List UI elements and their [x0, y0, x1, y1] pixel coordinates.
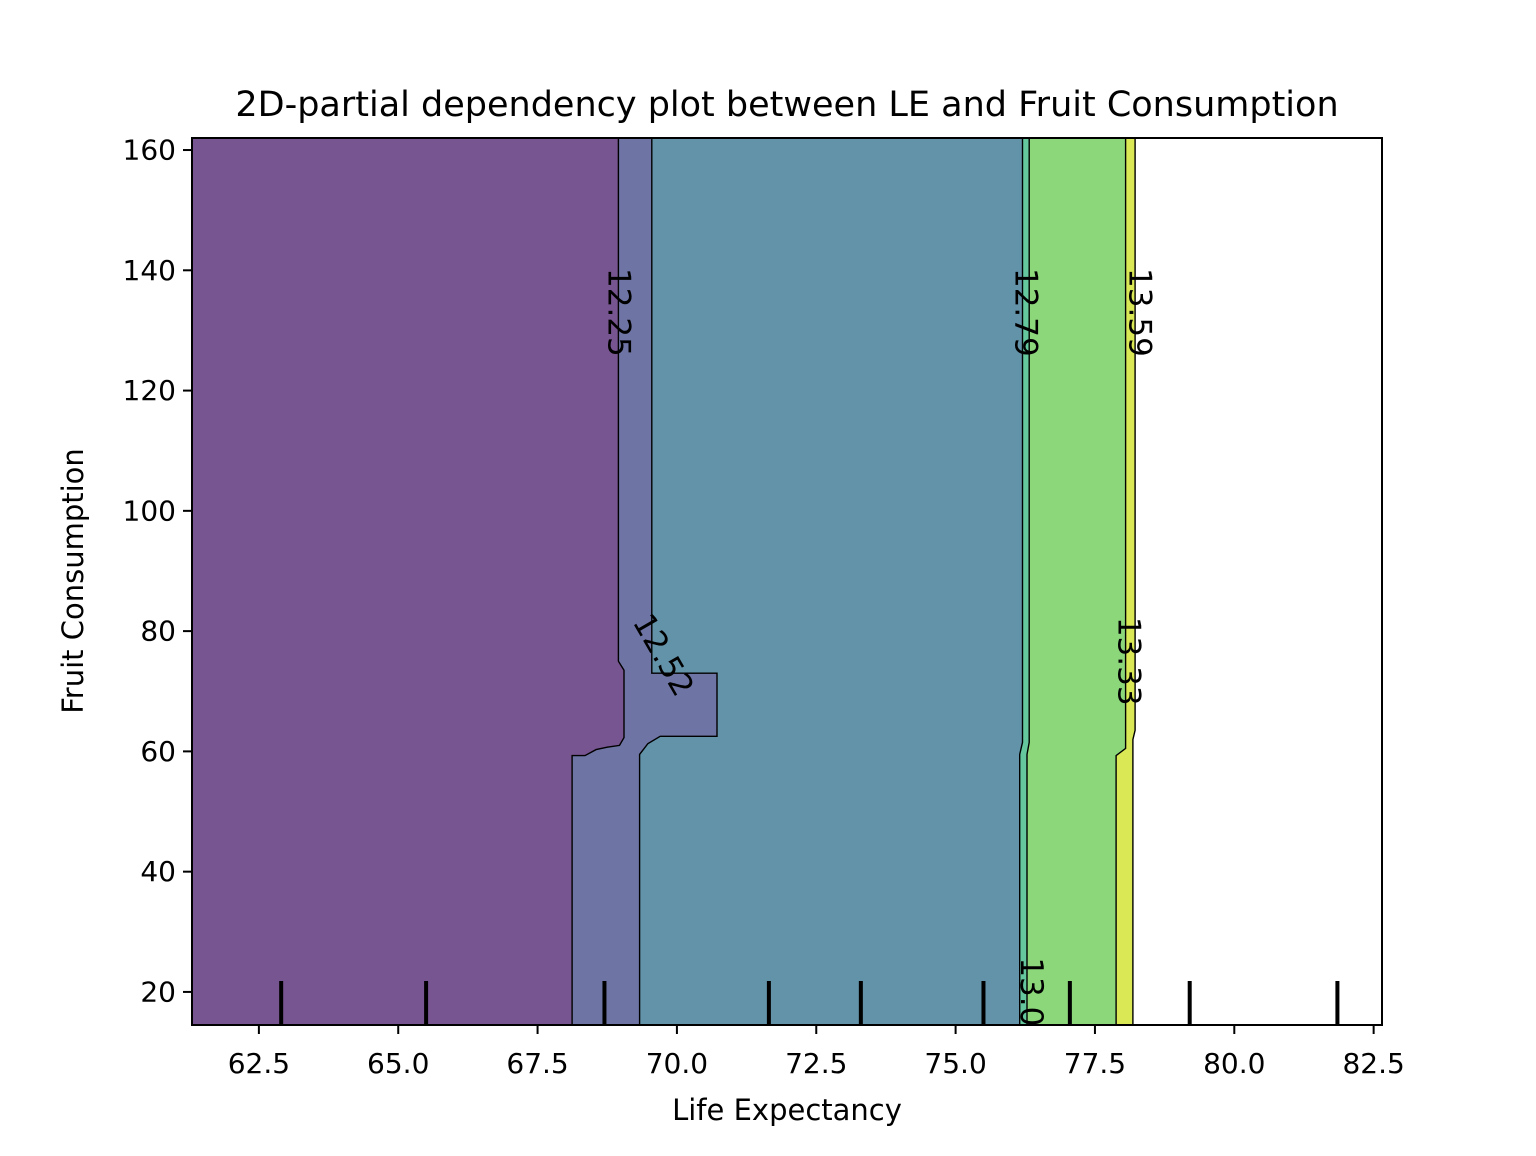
y-tick-label: 80 — [140, 615, 176, 648]
y-tick-label: 20 — [140, 975, 176, 1008]
y-tick-label: 100 — [123, 494, 176, 527]
contour-label: 13.0 — [1013, 957, 1049, 1026]
x-tick-label: 80.0 — [1203, 1047, 1265, 1080]
contour-region — [192, 138, 624, 1025]
contour-label: 13.59 — [1122, 268, 1158, 357]
x-axis: 62.5 65.0 67.5 70.0 72.5 75.0 77.5 80.0 82.5 — [228, 1025, 1405, 1080]
x-tick-label: 62.5 — [228, 1047, 290, 1080]
contour-label: 13.33 — [1110, 617, 1146, 706]
chart-title: 2D-partial dependency plot between LE an… — [235, 85, 1338, 125]
x-tick-label: 65.0 — [367, 1047, 429, 1080]
x-tick-label: 82.5 — [1342, 1047, 1404, 1080]
y-tick-label: 60 — [140, 735, 176, 768]
y-tick-label: 40 — [140, 855, 176, 888]
contour-regions — [192, 138, 1135, 1025]
x-tick-label: 67.5 — [506, 1047, 568, 1080]
x-axis-title: Life Expectancy — [672, 1093, 902, 1127]
x-tick-label: 75.0 — [924, 1047, 986, 1080]
x-tick-label: 77.5 — [1064, 1047, 1126, 1080]
x-tick-label: 72.5 — [785, 1047, 847, 1080]
y-axis-title: Fruit Consumption — [56, 448, 90, 714]
contour-region — [640, 138, 1023, 1025]
x-tick-label: 70.0 — [646, 1047, 708, 1080]
y-axis: 20 40 60 80 100 120 140 160 — [123, 134, 192, 1009]
y-tick-label: 120 — [123, 374, 176, 407]
contour-label: 12.79 — [1007, 268, 1043, 357]
contour-label: 12.25 — [600, 268, 636, 357]
y-tick-label: 140 — [123, 254, 176, 287]
y-tick-label: 160 — [123, 134, 176, 167]
